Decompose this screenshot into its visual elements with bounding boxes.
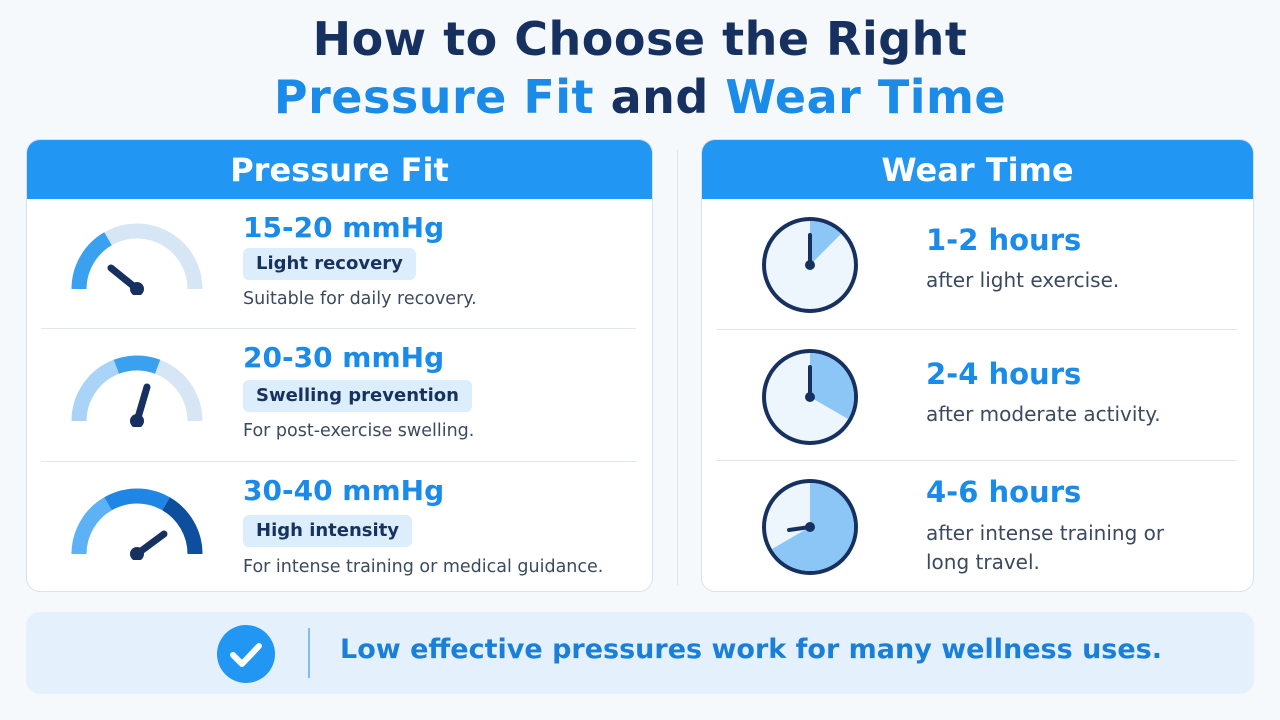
wear-row-long: 4-6 hours after intense training or long… bbox=[716, 461, 1237, 591]
clock-icon bbox=[762, 479, 858, 575]
info-banner: Low effective pressures work for many we… bbox=[26, 612, 1254, 694]
wear-time-description: after moderate activity. bbox=[926, 402, 1161, 426]
check-circle-icon bbox=[217, 625, 275, 683]
wear-time-description: after light exercise. bbox=[926, 268, 1120, 292]
speedometer-gauge-icon bbox=[71, 355, 203, 427]
row-divider bbox=[41, 328, 636, 329]
title-line-1: How to Choose the Right bbox=[312, 12, 968, 66]
row-divider bbox=[716, 460, 1237, 461]
pressure-row-medium: 20-30 mmHg Swelling prevention For post-… bbox=[41, 329, 636, 462]
pressure-description: Suitable for daily recovery. bbox=[243, 289, 477, 309]
title-and: and bbox=[610, 70, 709, 124]
pressure-value: 30-40 mmHg bbox=[243, 474, 445, 507]
banner-divider bbox=[308, 628, 310, 678]
speedometer-gauge-icon bbox=[71, 488, 203, 560]
wear-time-heading: Wear Time bbox=[702, 140, 1253, 199]
pressure-fit-panel: Pressure Fit 15-20 mmHg Light recovery S… bbox=[26, 139, 653, 592]
wear-time-description: after intense training or long travel. bbox=[926, 519, 1164, 577]
title-wear-time: Wear Time bbox=[725, 70, 1007, 124]
wear-time-value: 2-4 hours bbox=[926, 357, 1082, 391]
pressure-badge: High intensity bbox=[243, 515, 413, 547]
pressure-badge: Light recovery bbox=[243, 248, 416, 280]
panel-divider bbox=[677, 150, 678, 585]
pressure-row-high: 30-40 mmHg High intensity For intense tr… bbox=[41, 462, 636, 591]
wear-row-short: 1-2 hours after light exercise. bbox=[716, 199, 1237, 330]
pressure-value: 15-20 mmHg bbox=[243, 211, 445, 244]
page-title: How to Choose the Right Pressure Fit and… bbox=[0, 10, 1280, 126]
pressure-fit-heading: Pressure Fit bbox=[27, 140, 652, 199]
speedometer-gauge-icon bbox=[71, 223, 203, 295]
pressure-value: 20-30 mmHg bbox=[243, 341, 445, 374]
wear-time-value: 4-6 hours bbox=[926, 475, 1082, 509]
wear-time-description-line-1: after intense training or bbox=[926, 521, 1165, 545]
clock-icon bbox=[762, 349, 858, 445]
wear-time-value: 1-2 hours bbox=[926, 223, 1082, 257]
wear-time-description-line-2: long travel. bbox=[926, 550, 1040, 574]
title-line-2: Pressure Fit and Wear Time bbox=[0, 68, 1280, 126]
title-pressure-fit: Pressure Fit bbox=[273, 70, 595, 124]
row-divider bbox=[41, 461, 636, 462]
pressure-row-light: 15-20 mmHg Light recovery Suitable for d… bbox=[41, 199, 636, 329]
banner-text: Low effective pressures work for many we… bbox=[340, 634, 1163, 665]
clock-icon bbox=[762, 217, 858, 313]
pressure-description: For intense training or medical guidance… bbox=[243, 557, 604, 577]
wear-time-panel: Wear Time 1-2 hours after light exercise… bbox=[701, 139, 1254, 592]
pressure-badge: Swelling prevention bbox=[243, 380, 472, 412]
pressure-description: For post-exercise swelling. bbox=[243, 421, 475, 441]
wear-row-medium: 2-4 hours after moderate activity. bbox=[716, 330, 1237, 461]
row-divider bbox=[716, 329, 1237, 330]
